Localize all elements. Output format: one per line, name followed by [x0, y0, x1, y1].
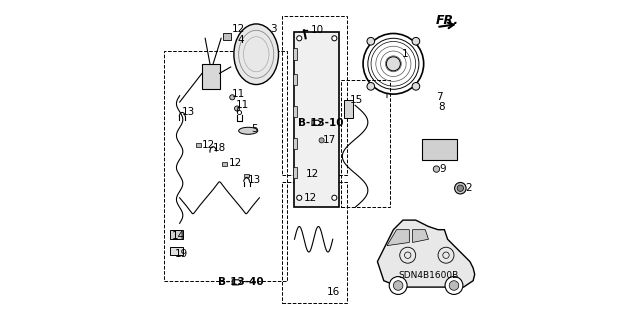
Circle shape — [332, 195, 337, 200]
Text: 12: 12 — [304, 193, 317, 203]
Bar — [223, 33, 230, 40]
Text: B-13-40: B-13-40 — [218, 277, 264, 287]
Ellipse shape — [239, 127, 258, 134]
Text: 12: 12 — [229, 158, 243, 168]
Text: 13: 13 — [182, 107, 195, 117]
Bar — [170, 247, 183, 255]
Circle shape — [297, 195, 302, 200]
Bar — [293, 106, 297, 117]
Circle shape — [389, 277, 407, 294]
Text: 16: 16 — [326, 287, 340, 297]
Text: 11: 11 — [236, 100, 249, 110]
Circle shape — [454, 182, 466, 194]
Text: 2: 2 — [465, 183, 472, 193]
Text: 12: 12 — [232, 24, 246, 34]
Polygon shape — [294, 32, 339, 207]
Text: 15: 15 — [349, 95, 363, 106]
Bar — [293, 74, 297, 85]
Text: 17: 17 — [323, 135, 336, 145]
Circle shape — [412, 37, 420, 45]
Polygon shape — [387, 230, 410, 246]
Circle shape — [445, 277, 463, 294]
Bar — [170, 230, 183, 239]
Polygon shape — [312, 120, 321, 125]
Text: SDN4B1600B: SDN4B1600B — [398, 271, 458, 280]
Bar — [293, 167, 297, 178]
Polygon shape — [378, 220, 475, 287]
Circle shape — [433, 166, 440, 172]
Text: 9: 9 — [440, 164, 446, 174]
Polygon shape — [413, 230, 428, 242]
Circle shape — [412, 83, 420, 90]
Text: 6: 6 — [236, 107, 242, 117]
Bar — [202, 64, 220, 89]
Circle shape — [230, 95, 235, 100]
Text: 1: 1 — [401, 49, 408, 59]
Text: 14: 14 — [172, 231, 185, 241]
Ellipse shape — [234, 24, 278, 85]
Circle shape — [387, 57, 401, 71]
Circle shape — [457, 185, 463, 191]
Text: 10: 10 — [310, 25, 324, 35]
Circle shape — [297, 36, 302, 41]
Text: 8: 8 — [438, 102, 445, 112]
Text: 12: 12 — [202, 140, 215, 150]
Polygon shape — [232, 280, 241, 285]
Text: 7: 7 — [436, 92, 443, 102]
Circle shape — [234, 106, 239, 111]
Text: 13: 13 — [248, 175, 262, 185]
Text: 12: 12 — [306, 169, 319, 179]
Circle shape — [332, 36, 337, 41]
Text: 4: 4 — [237, 35, 244, 45]
Circle shape — [449, 281, 459, 290]
Bar — [422, 139, 457, 160]
Text: B-13-10: B-13-10 — [298, 118, 343, 128]
Circle shape — [367, 83, 374, 90]
Text: FR.: FR. — [435, 14, 459, 27]
Bar — [196, 143, 202, 147]
Text: 19: 19 — [175, 249, 188, 259]
Text: 11: 11 — [232, 89, 246, 99]
Bar — [344, 100, 353, 118]
Bar — [293, 138, 297, 149]
Bar — [293, 48, 297, 60]
Circle shape — [394, 281, 403, 290]
Bar — [244, 174, 249, 177]
Circle shape — [367, 37, 374, 45]
Bar — [221, 162, 227, 166]
Circle shape — [319, 138, 324, 143]
Text: 5: 5 — [251, 124, 257, 134]
Text: 18: 18 — [213, 143, 227, 153]
Text: 3: 3 — [271, 24, 277, 34]
